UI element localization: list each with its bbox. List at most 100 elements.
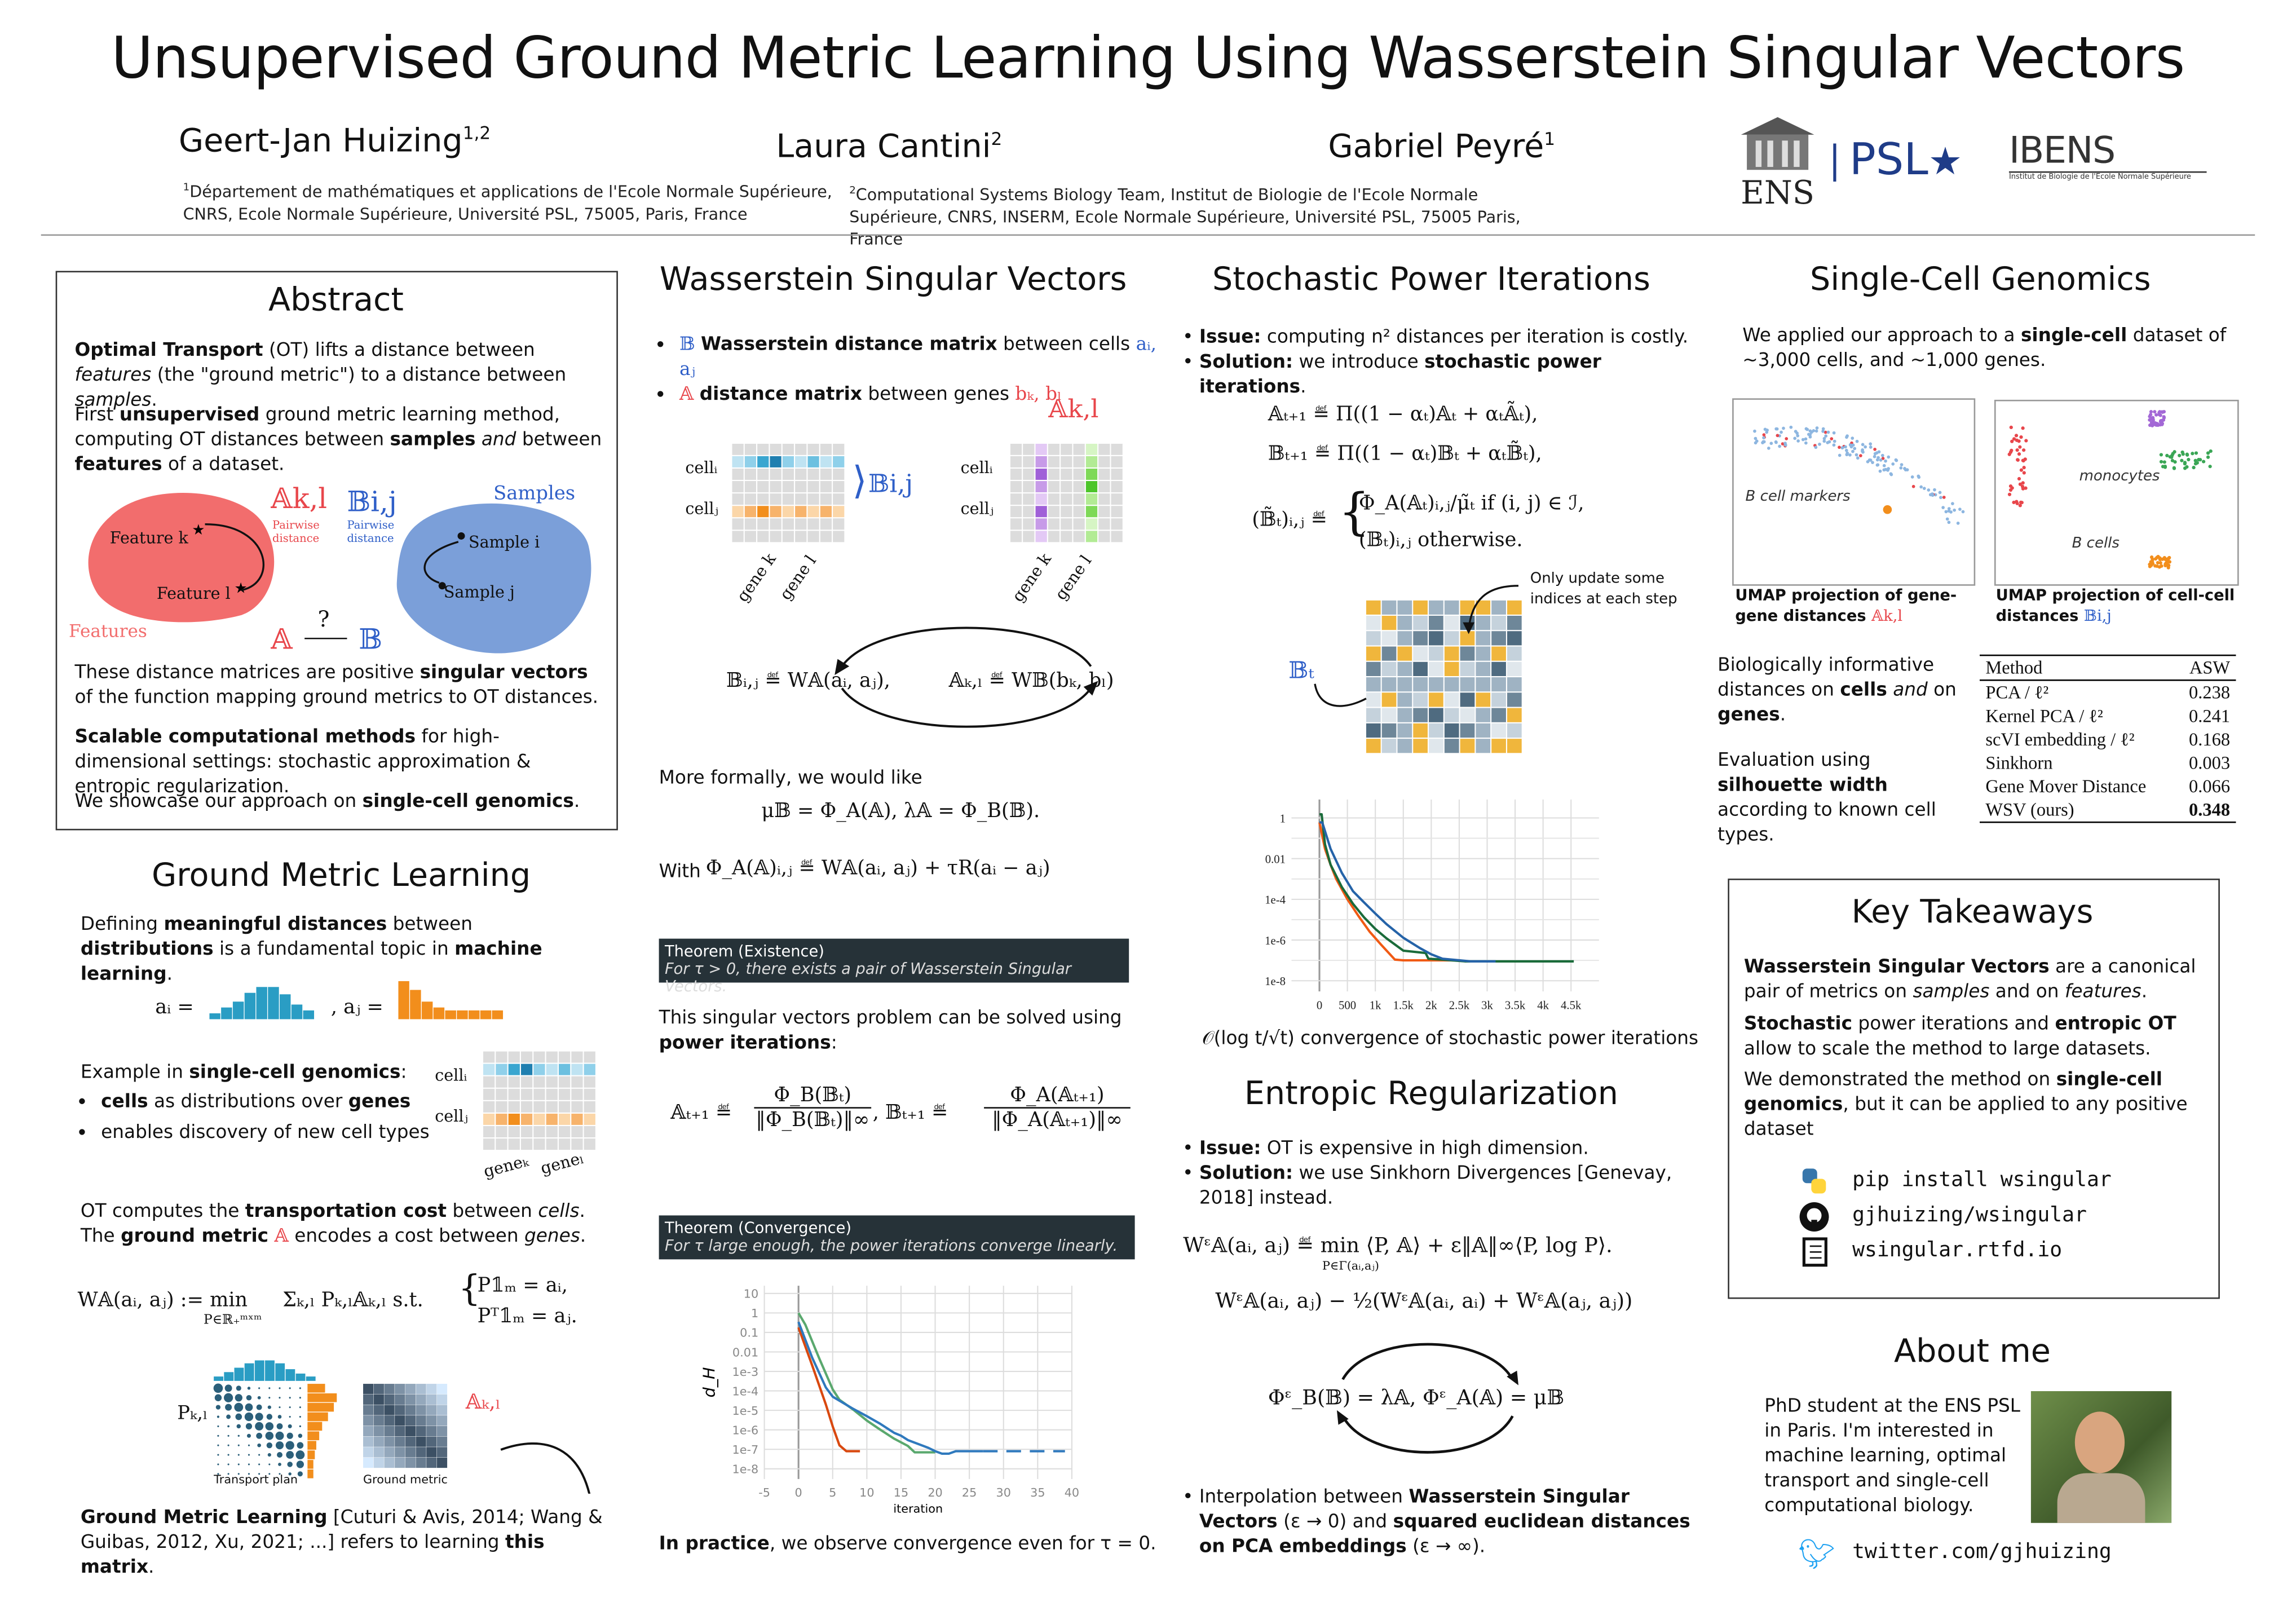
docs-link[interactable]: wsingular.rtfd.io (1852, 1238, 2063, 1263)
umap-point (1941, 506, 1945, 509)
ground-metric-cell (395, 1457, 405, 1468)
text-run: Issue: (1199, 325, 1261, 347)
umap-point (2160, 410, 2164, 414)
x-tick-label: 0 (1317, 999, 1322, 1012)
cell-i-label: cellᵢ (685, 458, 718, 478)
heatmap-cell (546, 1138, 558, 1150)
heatmap-cell (744, 456, 757, 467)
heatmap-cell (833, 456, 845, 467)
heatmap-cell (558, 1101, 571, 1113)
ground-metric-cell (384, 1436, 395, 1447)
umap-point (1927, 488, 1931, 492)
heatmap-cell (1035, 531, 1047, 542)
transport-plan-dot (217, 1425, 219, 1427)
heatmap-cell (795, 493, 807, 505)
heatmap-cell (558, 1113, 571, 1125)
transport-plan-dot (226, 1414, 231, 1419)
fraction: Φ_B(𝔹ₜ) ‖Φ_B(𝔹ₜ)‖∞ (754, 1084, 872, 1132)
abstract-paragraph: Scalable computational methods for high-… (74, 723, 609, 798)
transport-plan-dot (289, 1415, 291, 1418)
pip-install-link[interactable]: pip install wsingular (1852, 1168, 2112, 1192)
table-row: Sinkhorn 0.003 (1980, 751, 2236, 775)
umap-point (1884, 459, 1887, 463)
umap-point (2163, 563, 2167, 568)
heatmap-cell (1111, 469, 1123, 480)
transport-plan-dot (244, 1412, 254, 1422)
twitter-link[interactable]: twitter.com/gjhuizing (1852, 1540, 2112, 1564)
histogram-bar (398, 981, 409, 1020)
umap-point (2158, 423, 2162, 427)
transport-plan-dot (275, 1431, 284, 1440)
transport-plan-dot (248, 1463, 250, 1466)
eq-case: Φ_A(𝔸ₜ)ᵢ,ⱼ/μ̃ₜ if (i, j) ∈ ℐ, (1358, 492, 1584, 516)
transport-plan-dot (234, 1402, 244, 1412)
heatmap-cell (1048, 531, 1060, 542)
ground-metric-cell (436, 1394, 448, 1405)
text-run: 𝔹i,j (2083, 607, 2112, 625)
heatmap-cell (533, 1063, 545, 1075)
heatmap-cell (770, 443, 781, 455)
transport-plan-dot (245, 1423, 253, 1429)
heatmap-cell (782, 506, 794, 518)
gene-l-label: geneₗ (538, 1148, 586, 1179)
bullet-item: enables discovery of new cell types (101, 1119, 467, 1144)
heatmap-cell (483, 1088, 495, 1100)
histogram-bar (291, 1004, 303, 1020)
transport-plan-dot (295, 1450, 305, 1459)
cell-heatmap (732, 443, 845, 542)
github-link[interactable]: gjhuizing/wsingular (1852, 1203, 2087, 1228)
ground-metric-cell (426, 1394, 437, 1405)
histogram-bar (307, 1422, 323, 1431)
ground-metric-cell (426, 1415, 437, 1426)
heatmap-cell (1429, 615, 1443, 630)
pkl-label: Pₖ,ₗ (177, 1402, 208, 1425)
stochastic-matrix-figure (1366, 600, 1522, 753)
text-run: Solution: (1199, 1161, 1293, 1184)
heatmap-cell (1085, 456, 1098, 467)
transport-plan-dot (217, 1444, 219, 1446)
header-divider (41, 234, 2255, 236)
umap-point (2019, 468, 2024, 472)
transport-plan-dot (236, 1424, 241, 1429)
method-name: PCA / ℓ² (1985, 682, 2049, 703)
umap-point (1867, 458, 1871, 462)
transport-plan-dot (257, 1396, 261, 1400)
text-run: transportation cost (245, 1199, 447, 1221)
umap-gene-plot (1732, 398, 1976, 586)
x-tick-label: 5 (829, 1486, 836, 1499)
text-run: : (831, 1031, 837, 1053)
umap-point (2019, 435, 2023, 439)
heatmap-cell (820, 518, 832, 530)
umap-point (1778, 444, 1781, 448)
heatmap-cell (1491, 646, 1506, 661)
umap-point (2021, 481, 2025, 485)
github-icon (1798, 1201, 1830, 1239)
text-run: 𝔸 (274, 1224, 289, 1246)
heatmap-cell (1061, 456, 1072, 467)
x-tick-label: 1.5k (1393, 999, 1414, 1012)
umap-point (1878, 469, 1882, 473)
text-run: of the function mapping ground metrics t… (74, 685, 599, 708)
ground-metric-cell (363, 1447, 374, 1458)
umap-point (1910, 475, 1914, 479)
heatmap-cell (1023, 481, 1035, 493)
ground-metric-cell (373, 1457, 384, 1468)
umap-point (2193, 462, 2198, 466)
text-run: this matrix (80, 1530, 545, 1577)
abstract-paragraph: First unsupervised ground metric learnin… (74, 401, 602, 476)
text-run: silhouette width (1717, 773, 1888, 796)
heatmap-cell (1381, 739, 1397, 753)
x-tick-label: 10 (859, 1486, 874, 1499)
author-sup: 1 (1544, 129, 1556, 149)
table-header-row: Method ASW (1980, 655, 2236, 681)
heatmap-cell (508, 1138, 520, 1150)
heatmap-cell (1366, 677, 1381, 692)
transport-plan-dot (266, 1414, 273, 1420)
y-tick-label: 0.01 (732, 1345, 758, 1359)
transport-plan-dot (279, 1473, 281, 1475)
text-run: , we observe convergence even for τ = 0. (769, 1532, 1156, 1554)
heatmap-cell (807, 481, 819, 493)
heatmap-cell (1035, 481, 1047, 493)
histogram-bar (244, 1363, 254, 1381)
umap-point (2206, 451, 2210, 455)
